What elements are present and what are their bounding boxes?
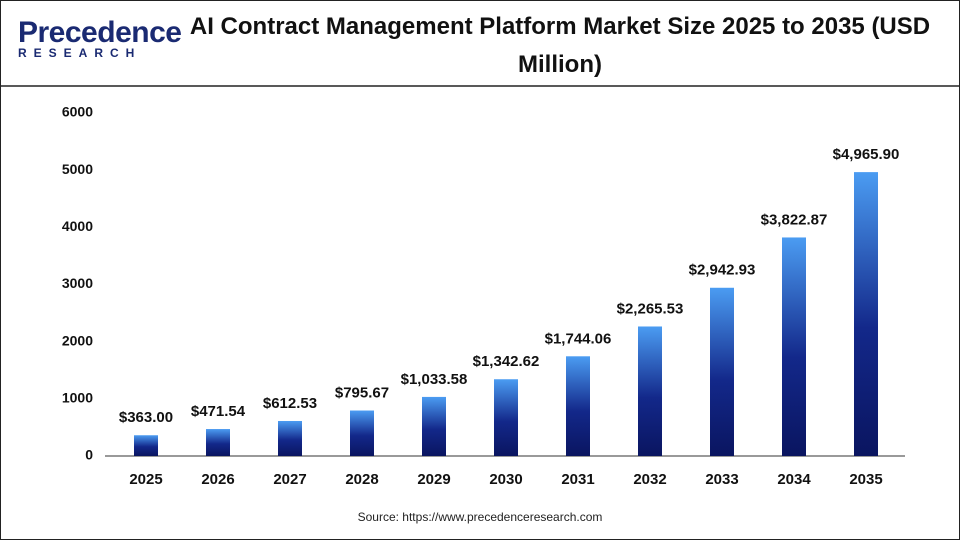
- bar: [782, 237, 806, 456]
- y-tick-label: 3000: [62, 275, 93, 291]
- bar: [854, 172, 878, 457]
- y-tick-label: 1000: [62, 390, 93, 406]
- x-tick-label: 2029: [417, 471, 450, 488]
- bar: [206, 429, 230, 456]
- x-tick-label: 2033: [705, 471, 738, 488]
- x-tick-label: 2035: [849, 471, 882, 488]
- bar: [566, 356, 590, 456]
- bar: [278, 420, 302, 456]
- value-label: $3,822.87: [761, 211, 828, 228]
- x-tick-label: 2030: [489, 471, 522, 488]
- x-tick-label: 2027: [273, 471, 306, 488]
- source: Source: https://www.precedenceresearch.c…: [358, 510, 603, 524]
- value-label: $363.00: [119, 409, 173, 426]
- value-label: $2,942.93: [689, 262, 756, 279]
- value-label: $795.67: [335, 384, 389, 401]
- x-tick-label: 2025: [129, 471, 162, 488]
- logo-name: Precedence: [18, 16, 182, 49]
- value-label: $612.53: [263, 395, 317, 412]
- bar: [350, 410, 374, 456]
- y-tick-label: 6000: [62, 104, 93, 120]
- value-label: $1,342.62: [473, 353, 540, 370]
- y-tick-label: 0: [85, 447, 93, 463]
- bar: [638, 326, 662, 456]
- bar: [134, 435, 158, 456]
- y-tick-label: 4000: [62, 218, 93, 234]
- x-tick-label: 2034: [777, 471, 811, 488]
- bar: [422, 396, 446, 456]
- logo-tagline: RESEARCH: [18, 46, 142, 60]
- x-tick-label: 2026: [201, 471, 234, 488]
- y-tick-label: 5000: [62, 161, 93, 177]
- value-label: $1,033.58: [401, 371, 468, 388]
- y-tick-label: 2000: [62, 332, 93, 348]
- value-label: $471.54: [191, 403, 246, 420]
- value-label: $4,965.90: [833, 146, 900, 163]
- bar: [710, 287, 734, 456]
- value-label: $2,265.53: [617, 300, 684, 317]
- logo: Precedence RESEARCH: [18, 16, 182, 60]
- bar: [494, 379, 518, 456]
- x-tick-label: 2032: [633, 471, 666, 488]
- chart-title: AI Contract Management Platform Market S…: [189, 13, 931, 78]
- x-tick-label: 2031: [561, 471, 594, 488]
- value-label: $1,744.06: [545, 330, 612, 347]
- x-tick-label: 2028: [345, 471, 378, 488]
